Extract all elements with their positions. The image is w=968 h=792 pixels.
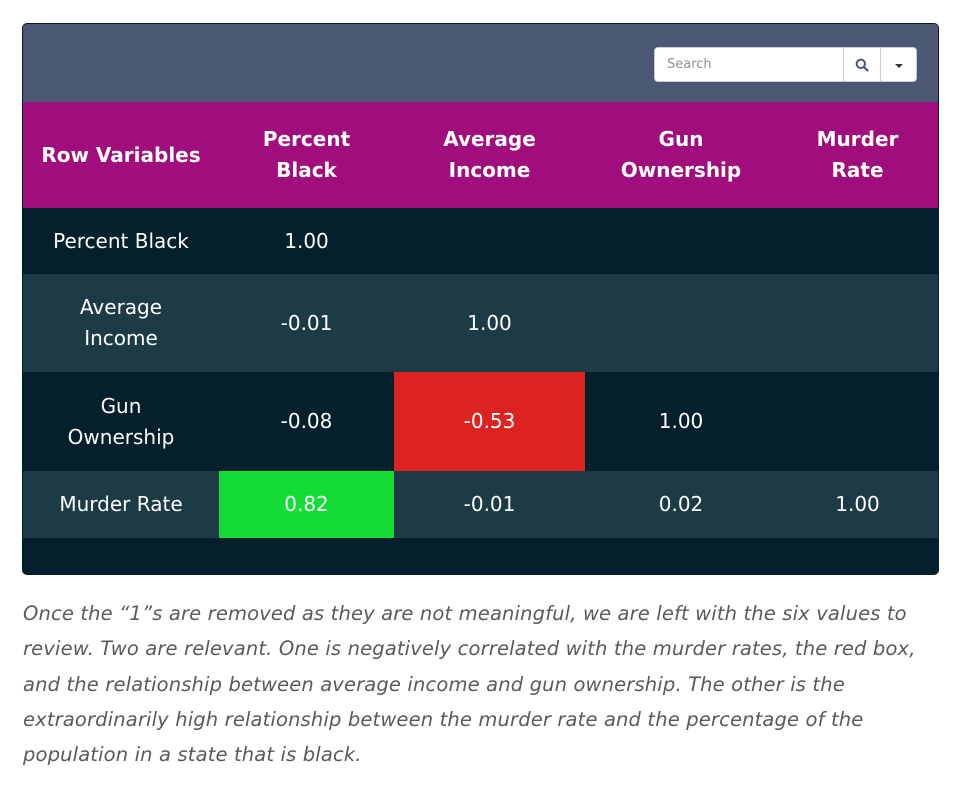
table-cell <box>585 208 777 274</box>
table-row-gun-ownership: Gun Ownership -0.08 -0.53 1.00 <box>23 372 938 471</box>
table-cell: 1.00 <box>585 372 777 471</box>
column-header-average-income[interactable]: Average Income <box>394 102 585 208</box>
table-cell <box>777 372 938 471</box>
table-row-average-income: Average Income -0.01 1.00 <box>23 274 938 372</box>
row-label: Murder Rate <box>23 471 219 538</box>
table-cell-highlight-negative: -0.53 <box>394 372 585 471</box>
correlation-matrix-table: Row Variables Percent Black Average Income… <box>23 102 938 538</box>
search-input[interactable] <box>655 48 843 81</box>
column-header-gun-ownership[interactable]: Gun Ownership <box>585 102 777 208</box>
table-cell: 1.00 <box>394 274 585 372</box>
table-row-percent-black: Percent Black 1.00 <box>23 208 938 274</box>
column-header-percent-black[interactable]: Percent Black <box>219 102 394 208</box>
table-cell: -0.01 <box>219 274 394 372</box>
table-cell: -0.01 <box>394 471 585 538</box>
table-row-murder-rate: Murder Rate 0.82 -0.01 0.02 1.00 <box>23 471 938 538</box>
table-cell: -0.08 <box>219 372 394 471</box>
column-header-row-variables[interactable]: Row Variables <box>23 102 219 208</box>
table-cell <box>394 208 585 274</box>
search-button[interactable] <box>843 48 880 81</box>
table-cell: 1.00 <box>777 471 938 538</box>
table-cell: 1.00 <box>219 208 394 274</box>
row-label: Percent Black <box>23 208 219 274</box>
table-cell: 0.02 <box>585 471 777 538</box>
search-options-dropdown-button[interactable] <box>880 48 916 81</box>
table-toolbar <box>23 24 938 102</box>
table-cell <box>777 274 938 372</box>
search-group <box>654 47 917 82</box>
search-icon <box>855 58 869 72</box>
row-label: Gun Ownership <box>23 372 219 471</box>
table-cell <box>777 208 938 274</box>
caret-down-icon <box>894 63 903 68</box>
table-cell-highlight-positive: 0.82 <box>219 471 394 538</box>
table-cell <box>585 274 777 372</box>
caption-paragraph: Once the “1”s are removed as they are no… <box>23 602 916 767</box>
row-label: Average Income <box>23 274 219 372</box>
column-header-murder-rate[interactable]: Murder Rate <box>777 102 938 208</box>
table-header-row: Row Variables Percent Black Average Income… <box>23 102 938 208</box>
